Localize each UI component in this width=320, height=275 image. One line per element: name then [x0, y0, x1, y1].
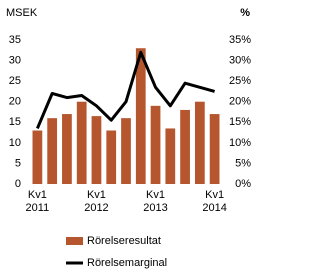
y-tick-label: 35	[9, 34, 21, 46]
legend-swatch	[66, 237, 83, 245]
y2-tick-label: 30%	[229, 54, 251, 66]
bar	[165, 128, 176, 184]
bar	[47, 118, 58, 184]
legend-label: Rörelsemarginal	[87, 257, 167, 269]
y-tick-label: 5	[15, 157, 21, 169]
x-tick-label: Kv1 2014	[202, 189, 227, 214]
y2-tick-label: 0%	[235, 178, 251, 190]
x-tick-label: Kv1 2013	[143, 189, 168, 214]
x-tick-label: Kv1 2011	[25, 189, 50, 214]
y2-axis-label: %	[240, 7, 250, 19]
y-tick-label: 25	[9, 75, 21, 87]
bar	[150, 105, 161, 184]
y2-tick-label: 5%	[235, 157, 251, 169]
bar	[32, 130, 43, 184]
bar	[135, 48, 146, 184]
chart-container: MSEK % 0 5 10 15 20 25 30 35 0% 5% 10% 15% 20% 25% 30%…	[6, 7, 251, 269]
y2-tick-label: 10%	[229, 137, 251, 149]
line	[36, 50, 216, 130]
y2-tick-label: 25%	[229, 75, 251, 87]
bar	[209, 114, 220, 184]
y-tick-label: 10	[9, 137, 21, 149]
y-tick-label: 30	[9, 54, 21, 66]
y-tick-label: 15	[9, 116, 21, 128]
bar	[194, 101, 205, 184]
bar	[180, 109, 190, 184]
bar	[106, 130, 117, 184]
bar	[62, 114, 72, 184]
bar	[76, 101, 87, 184]
y-axis-label: MSEK	[6, 7, 38, 19]
x-tick-label: Kv1 2012	[84, 189, 109, 214]
y2-tick-label: 35%	[229, 34, 251, 46]
y2-tick-label: 15%	[229, 116, 251, 128]
y-tick-label: 0	[15, 178, 21, 190]
legend-label: Rörelseresultat	[87, 235, 161, 247]
bar	[91, 116, 102, 184]
y2-tick-label: 20%	[229, 96, 251, 108]
bar	[121, 118, 131, 184]
y-tick-label: 20	[9, 96, 21, 108]
chart: MSEK % 0 5 10 15 20 25 30 35 0% 5% 10% 15% 20% 25% 30%…	[6, 7, 251, 269]
